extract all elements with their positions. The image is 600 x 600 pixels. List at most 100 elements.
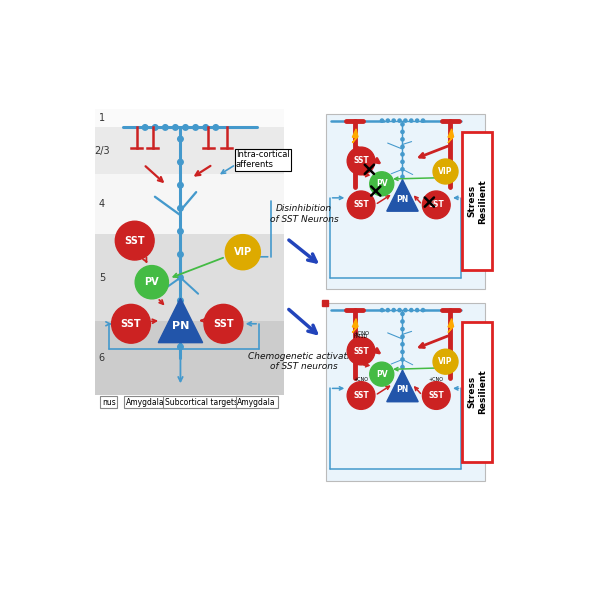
Circle shape (163, 125, 168, 130)
Text: SST: SST (121, 319, 142, 329)
Text: 6: 6 (99, 353, 105, 364)
Circle shape (416, 119, 419, 122)
Circle shape (433, 159, 458, 184)
Bar (326, 113, 485, 289)
Circle shape (401, 153, 404, 156)
Text: SST: SST (353, 200, 369, 209)
Circle shape (178, 344, 183, 350)
Circle shape (135, 266, 169, 299)
Text: +CNO: +CNO (353, 377, 368, 382)
Circle shape (401, 168, 404, 171)
Text: Stress
Resilient: Stress Resilient (467, 179, 487, 224)
Circle shape (401, 145, 404, 148)
Text: PN: PN (172, 321, 189, 331)
Circle shape (225, 235, 260, 270)
Circle shape (386, 119, 389, 122)
Circle shape (178, 229, 183, 234)
Circle shape (422, 382, 450, 409)
Circle shape (401, 358, 404, 361)
Circle shape (392, 119, 395, 122)
Circle shape (380, 119, 383, 122)
Circle shape (203, 125, 208, 130)
Circle shape (404, 308, 407, 312)
Text: 1: 1 (99, 113, 105, 123)
Circle shape (398, 308, 401, 312)
Text: VIP: VIP (234, 247, 252, 257)
Circle shape (401, 373, 404, 376)
Circle shape (401, 320, 404, 323)
Circle shape (421, 308, 425, 312)
Circle shape (433, 349, 458, 374)
Polygon shape (448, 319, 454, 332)
Circle shape (401, 138, 404, 141)
Text: SST: SST (428, 391, 444, 400)
Text: 4: 4 (99, 199, 105, 209)
Circle shape (401, 380, 404, 384)
Text: VIP: VIP (438, 167, 453, 176)
Circle shape (401, 343, 404, 346)
Circle shape (347, 147, 375, 175)
Circle shape (112, 304, 151, 343)
Circle shape (401, 182, 404, 186)
Circle shape (380, 308, 383, 312)
Circle shape (416, 308, 419, 312)
Text: SST: SST (428, 200, 444, 209)
Circle shape (178, 136, 183, 142)
Bar (95, 127, 284, 173)
Text: 2/3: 2/3 (94, 146, 110, 155)
Circle shape (370, 362, 394, 386)
Polygon shape (158, 298, 203, 343)
FancyBboxPatch shape (463, 133, 493, 271)
Bar (95, 322, 284, 395)
Circle shape (115, 221, 154, 260)
Circle shape (401, 328, 404, 331)
Circle shape (152, 125, 158, 130)
Text: SST: SST (213, 319, 234, 329)
Polygon shape (352, 129, 358, 143)
Text: 5: 5 (99, 272, 105, 283)
Circle shape (386, 308, 389, 312)
Circle shape (178, 206, 183, 211)
Circle shape (347, 382, 375, 409)
Circle shape (398, 119, 401, 122)
Circle shape (213, 125, 218, 130)
Circle shape (401, 365, 404, 368)
Bar (326, 303, 485, 481)
Circle shape (401, 160, 404, 163)
Text: Chemogenetic activation
of SST neurons: Chemogenetic activation of SST neurons (248, 352, 361, 371)
Polygon shape (448, 129, 454, 143)
Text: Amygdala: Amygdala (125, 398, 164, 407)
Text: SST: SST (353, 347, 369, 356)
Circle shape (401, 175, 404, 178)
Circle shape (410, 119, 413, 122)
Text: Amygdala: Amygdala (238, 398, 276, 407)
Text: PV: PV (145, 277, 159, 287)
Text: PV: PV (376, 370, 388, 379)
Circle shape (173, 125, 178, 130)
Text: SST: SST (353, 157, 369, 166)
Circle shape (370, 172, 394, 196)
Circle shape (401, 350, 404, 353)
Polygon shape (352, 319, 358, 332)
Text: +CNO: +CNO (429, 377, 444, 382)
Text: hM3D: hM3D (354, 334, 368, 338)
Bar (95, 173, 284, 233)
Circle shape (347, 337, 375, 365)
Text: PN: PN (397, 195, 409, 204)
Polygon shape (387, 370, 418, 402)
Bar (95, 234, 284, 322)
Circle shape (178, 275, 183, 280)
Text: VIP: VIP (438, 357, 453, 366)
Circle shape (193, 125, 199, 130)
Circle shape (178, 298, 183, 304)
Circle shape (178, 252, 183, 257)
Circle shape (401, 123, 404, 126)
Circle shape (422, 191, 450, 219)
Text: Intra-cortical
afferents: Intra-cortical afferents (236, 150, 290, 169)
Text: +CNO: +CNO (353, 331, 369, 336)
Circle shape (404, 119, 407, 122)
Text: SST: SST (353, 391, 369, 400)
Text: Subcortical targets: Subcortical targets (165, 398, 238, 407)
Circle shape (178, 321, 183, 326)
Text: Disinhibition
of SST Neurons: Disinhibition of SST Neurons (270, 204, 338, 224)
